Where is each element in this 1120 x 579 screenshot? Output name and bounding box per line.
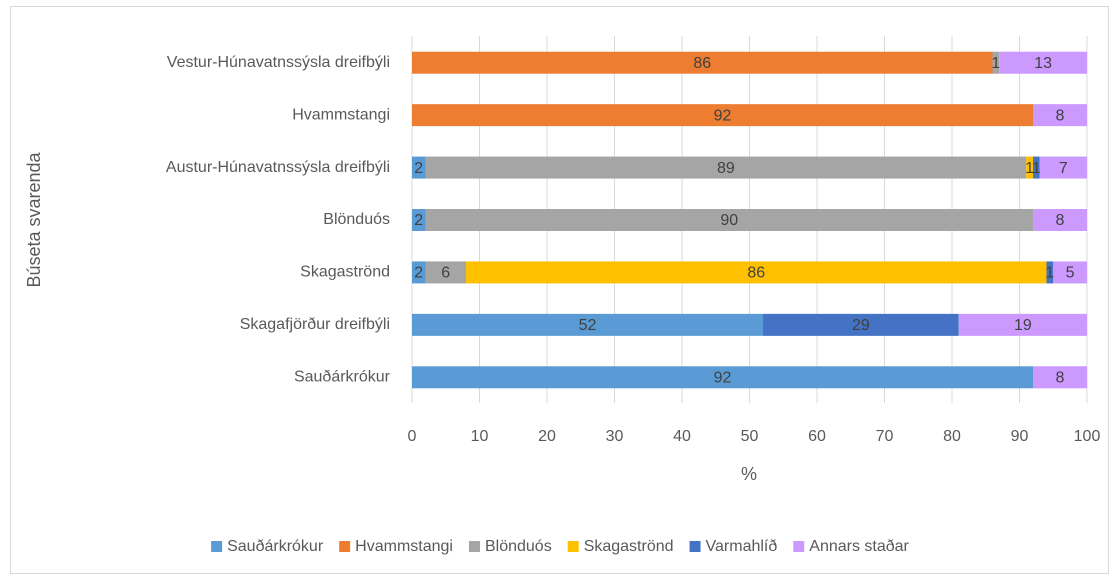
legend-swatch <box>468 541 480 552</box>
bar-segment <box>425 209 1033 231</box>
data-label: 8 <box>1056 212 1065 229</box>
x-tick-label: 50 <box>741 428 759 445</box>
data-label: 1 <box>1032 160 1041 177</box>
bar-segment <box>1033 104 1087 127</box>
bar-segment <box>999 51 1087 74</box>
legend-label: Varmahlíð <box>706 538 778 555</box>
data-label: 1 <box>1025 160 1034 177</box>
x-tick-label: 90 <box>1011 428 1029 445</box>
y-tick-label: Sauðárkrókur <box>294 369 391 386</box>
bar-segment <box>425 156 1027 179</box>
x-tick-label: 60 <box>808 428 826 445</box>
legend-swatch <box>689 541 701 552</box>
data-label: 7 <box>1059 160 1068 177</box>
bar-segment <box>412 104 1033 127</box>
legend-label: Hvammstangi <box>355 538 453 555</box>
data-label: 19 <box>1014 317 1032 334</box>
bar-segment <box>1033 209 1087 231</box>
data-label: 2 <box>414 160 423 177</box>
bar-segment <box>466 261 1047 284</box>
bar-segment <box>1033 366 1087 389</box>
legend-swatch <box>211 541 223 552</box>
y-tick-label: Austur-Húnavatnssýsla dreifbýli <box>166 159 390 176</box>
legend-label: Annars staðar <box>809 538 909 555</box>
data-label: 13 <box>1034 55 1052 72</box>
legend-label: Skagaströnd <box>584 538 674 555</box>
data-label: 89 <box>717 160 735 177</box>
data-label: 90 <box>720 212 738 229</box>
bar-segment <box>1053 261 1087 284</box>
data-label: 52 <box>579 317 597 334</box>
legend-swatch <box>339 541 351 552</box>
data-label: 29 <box>852 317 870 334</box>
bar-segment <box>992 51 1000 74</box>
bar-segment <box>412 51 993 74</box>
data-label: 1 <box>991 55 1000 72</box>
bar-segment <box>1026 156 1033 179</box>
x-tick-label: 100 <box>1074 428 1101 445</box>
x-tick-label: 0 <box>408 428 417 445</box>
y-axis-title: Búseta svarenda <box>24 151 44 287</box>
bar-segment <box>1039 156 1087 179</box>
bar-segment <box>412 209 426 231</box>
bar-segment <box>412 313 763 336</box>
chart-border <box>10 6 1109 574</box>
bar-segment <box>1046 261 1054 284</box>
legend-label: Sauðárkrókur <box>227 538 324 555</box>
bar-segment <box>425 261 466 284</box>
y-tick-label: Vestur-Húnavatnssýsla dreifbýli <box>167 54 390 71</box>
bar-segment <box>1033 156 1040 179</box>
bar-segment <box>412 156 426 179</box>
x-tick-label: 70 <box>876 428 894 445</box>
y-tick-label: Blönduós <box>323 211 390 228</box>
x-axis-title: % <box>741 464 757 484</box>
legend-swatch <box>567 541 579 552</box>
data-label: 5 <box>1066 265 1075 282</box>
data-label: 92 <box>714 370 732 387</box>
legend-swatch <box>793 541 805 552</box>
data-label: 8 <box>1056 370 1065 387</box>
x-tick-label: 10 <box>471 428 489 445</box>
data-label: 92 <box>714 107 732 124</box>
bar-segment <box>763 313 959 336</box>
y-tick-label: Skagaströnd <box>300 264 390 281</box>
data-label: 2 <box>414 265 423 282</box>
x-tick-label: 30 <box>606 428 624 445</box>
data-label: 2 <box>414 212 423 229</box>
y-tick-label: Hvammstangi <box>292 106 390 123</box>
data-label: 1 <box>1045 265 1054 282</box>
data-label: 6 <box>441 265 450 282</box>
bar-segment <box>958 313 1087 336</box>
y-tick-label: Skagafjörður dreifbýli <box>240 316 390 333</box>
x-tick-label: 80 <box>943 428 961 445</box>
legend-label: Blönduós <box>485 538 552 555</box>
bar-segment <box>412 261 426 284</box>
data-label: 8 <box>1056 107 1065 124</box>
x-tick-label: 40 <box>673 428 691 445</box>
data-label: 86 <box>693 55 711 72</box>
data-label: 86 <box>747 265 765 282</box>
x-tick-label: 20 <box>538 428 556 445</box>
bar-segment <box>412 366 1033 389</box>
